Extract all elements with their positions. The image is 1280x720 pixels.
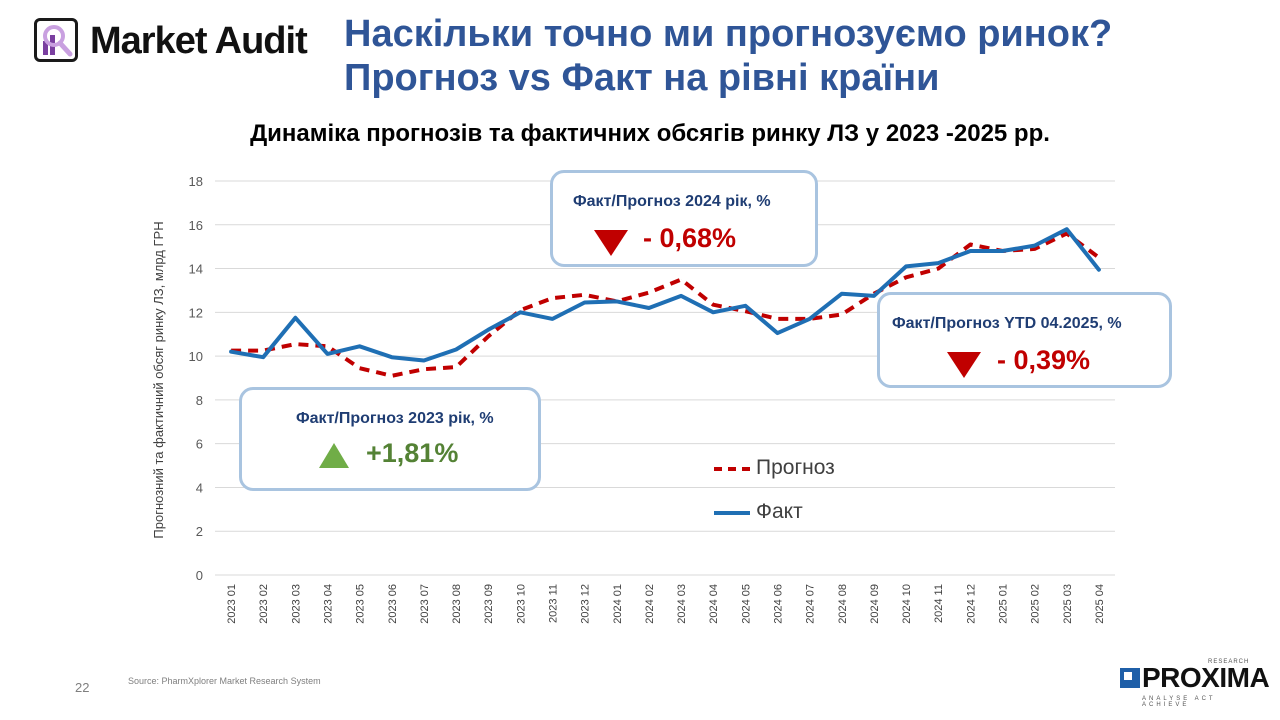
proxima-wordmark: PROXIMA: [1142, 662, 1270, 693]
x-tick-label: 2023 09: [483, 584, 495, 624]
legend-actual-label: Факт: [756, 500, 803, 523]
x-tick-label: 2024 08: [837, 584, 849, 624]
page-number: 22: [75, 680, 90, 695]
proxima-research: RESEARCH: [1208, 659, 1250, 665]
y-tick-label: 12: [189, 305, 203, 320]
x-tick-label: 2023 01: [226, 584, 238, 624]
logo-text: Market Audit: [90, 20, 308, 62]
y-tick-label: 14: [189, 262, 203, 277]
title-line-1: Наскільки точно ми прогнозуємо ринок?: [344, 13, 1113, 55]
title-line-2: Прогноз vs Факт на рівні країни: [344, 57, 940, 99]
x-tick-label: 2024 02: [644, 584, 656, 624]
x-tick-label: 2023 07: [419, 584, 431, 624]
x-tick-label: 2024 03: [676, 584, 688, 624]
y-tick-label: 8: [196, 393, 203, 408]
x-tick-label: 2024 09: [869, 584, 881, 624]
callout-ytd-2025: Факт/Прогноз YTD 04.2025, % - 0,39%: [877, 292, 1172, 388]
callout-ytd-2025-value: - 0,39%: [997, 345, 1091, 375]
x-tick-label: 2023 08: [451, 584, 463, 624]
x-tick-label: 2025 03: [1062, 584, 1074, 624]
callout-ytd-2025-title: Факт/Прогноз YTD 04.2025, %: [892, 315, 1122, 332]
legend-forecast-swatch: [714, 467, 750, 471]
proxima-logo: PROXIMA RESEARCH ANALYSE ACT ACHIEVE: [1120, 659, 1270, 712]
x-tick-label: 2023 10: [515, 584, 527, 624]
x-tick-label: 2023 03: [290, 584, 302, 624]
x-tick-label: 2023 06: [387, 584, 399, 624]
magnifier-chart-icon: [43, 25, 73, 57]
x-tick-label: 2024 10: [901, 584, 913, 624]
y-tick-label: 10: [189, 349, 203, 364]
chart-title: Динаміка прогнозів та фактичних обсягів …: [250, 120, 1050, 147]
x-tick-label: 2025 04: [1094, 584, 1106, 624]
actual-series-line: [229, 227, 1101, 363]
x-tick-label: 2024 12: [965, 584, 977, 624]
x-tick-label: 2024 06: [773, 584, 785, 624]
callout-2023: Факт/Прогноз 2023 рік, % +1,81%: [239, 387, 541, 491]
arrow-down-icon: [594, 230, 628, 256]
y-tick-label: 4: [196, 480, 203, 495]
x-tick-label: 2025 01: [998, 584, 1010, 624]
y-tick-label: 2: [196, 524, 203, 539]
x-tick-label: 2024 07: [805, 584, 817, 624]
source-note: Source: PharmXplorer Market Research Sys…: [128, 676, 321, 686]
x-tick-label: 2023 04: [323, 584, 335, 624]
x-tick-label: 2023 12: [580, 584, 592, 624]
y-tick-label: 16: [189, 218, 203, 233]
x-tick-label: 2024 04: [708, 584, 720, 624]
x-tick-label: 2025 02: [1030, 584, 1042, 624]
callout-2024-value: - 0,68%: [643, 223, 737, 253]
callout-2024: Факт/Прогноз 2024 рік, % - 0,68%: [550, 170, 818, 267]
arrow-down-icon: [947, 352, 981, 378]
x-tick-label: 2024 11: [933, 584, 945, 623]
callout-2023-title: Факт/Прогноз 2023 рік, %: [296, 410, 494, 427]
y-tick-label: 0: [196, 568, 203, 583]
x-tick-label: 2023 05: [355, 584, 367, 624]
proxima-tagline: ANALYSE ACT ACHIEVE: [1142, 696, 1216, 708]
legend-forecast-label: Прогноз: [756, 456, 835, 479]
x-tick-label: 2023 11: [548, 584, 560, 623]
page-title: Наскільки точно ми прогнозуємо ринок? Пр…: [344, 12, 1244, 100]
legend-actual-swatch: [714, 511, 750, 515]
y-tick-label: 6: [196, 437, 203, 452]
x-tick-label: 2024 05: [740, 584, 752, 624]
arrow-up-icon: [319, 443, 349, 468]
market-audit-logo: [34, 18, 78, 62]
callout-2023-value: +1,81%: [366, 438, 459, 468]
x-tick-label: 2023 02: [258, 584, 270, 624]
x-tick-label: 2024 01: [612, 584, 624, 624]
y-tick-label: 18: [189, 174, 203, 189]
y-axis-label: Прогнозний та фактичний обсяг ринку ЛЗ, …: [151, 221, 166, 538]
callout-2024-title: Факт/Прогноз 2024 рік, %: [573, 193, 771, 210]
